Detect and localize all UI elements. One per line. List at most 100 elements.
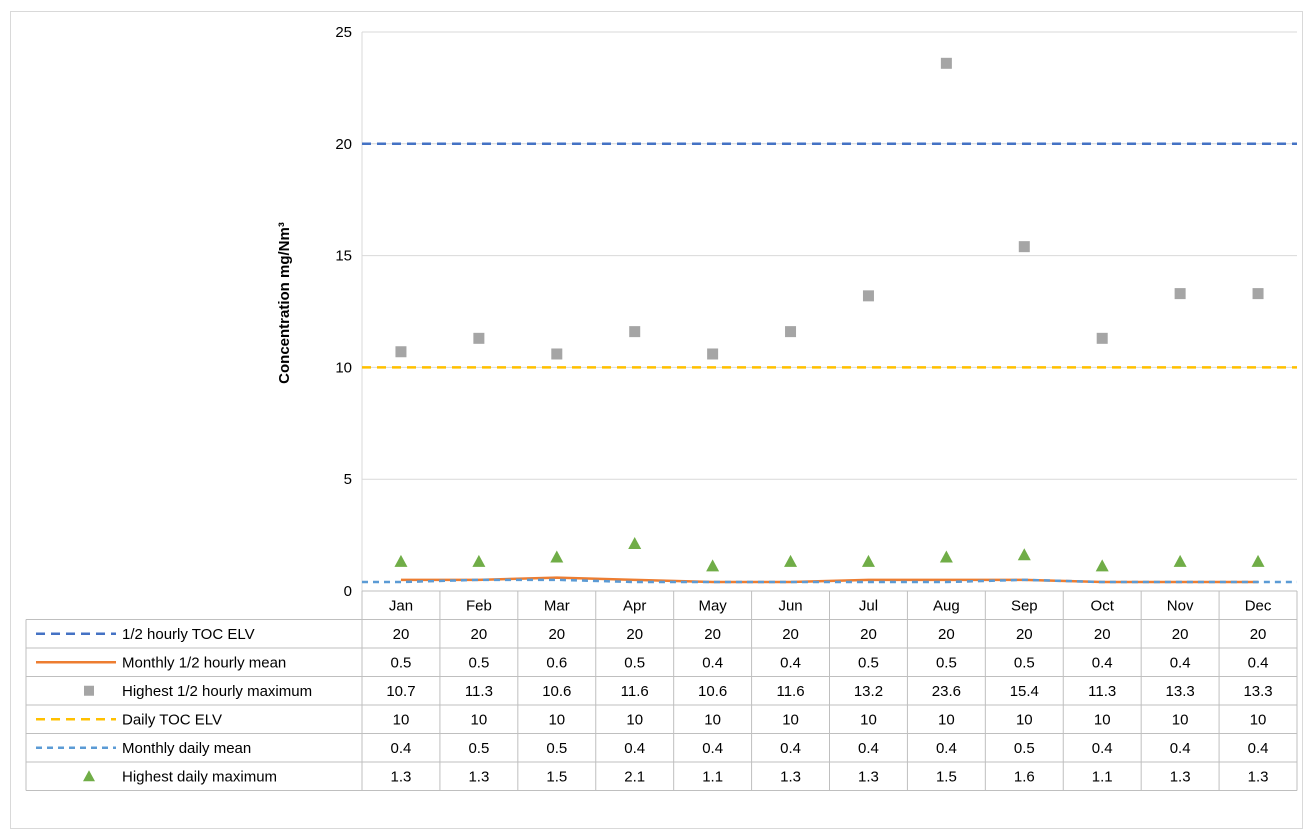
data-table-cell: 1.3 bbox=[1248, 768, 1269, 785]
data-table-cell: 0.4 bbox=[936, 740, 957, 757]
grid-lines: 0 5 10 15 20 25 bbox=[335, 24, 1297, 600]
data-point-square bbox=[785, 326, 797, 338]
data-point-square bbox=[707, 348, 719, 360]
data-table-cell: 1.1 bbox=[702, 768, 723, 785]
data-table-cell: 20 bbox=[704, 626, 721, 643]
x-tick-label: Sep bbox=[1011, 597, 1038, 614]
data-point-triangle bbox=[550, 550, 564, 563]
x-tick-label: May bbox=[698, 597, 727, 614]
data-table-cell: 13.3 bbox=[1243, 683, 1272, 700]
x-tick-label: Jun bbox=[778, 597, 802, 614]
data-table-cell: 0.5 bbox=[1014, 654, 1035, 671]
data-point-triangle bbox=[706, 559, 720, 572]
data-table-cell: 11.3 bbox=[465, 683, 493, 700]
data-table-cell: 0.5 bbox=[858, 654, 879, 671]
data-table-cell: 0.5 bbox=[391, 654, 412, 671]
data-table-cell: 0.5 bbox=[546, 740, 567, 757]
data-table-cell: 10.6 bbox=[698, 683, 727, 700]
data-table-cell: 0.4 bbox=[780, 740, 801, 757]
data-table-cell: 13.2 bbox=[854, 683, 883, 700]
x-tick-label: Nov bbox=[1167, 597, 1194, 614]
x-tick-label: Jul bbox=[859, 597, 878, 614]
data-table-cell: 10 bbox=[393, 711, 410, 728]
data-table-cell: 10 bbox=[471, 711, 488, 728]
data-table-cell: 1.3 bbox=[858, 768, 879, 785]
legend-label: 1/2 hourly TOC ELV bbox=[122, 626, 255, 643]
data-table-cell: 20 bbox=[1250, 626, 1267, 643]
data-table-cell: 0.4 bbox=[702, 654, 723, 671]
legend-label: Monthly 1/2 hourly mean bbox=[122, 654, 286, 671]
data-point-triangle bbox=[1251, 554, 1265, 567]
data-table-cell: 11.6 bbox=[621, 683, 649, 700]
data-table-cell: 20 bbox=[626, 626, 643, 643]
data-table-cell: 10 bbox=[704, 711, 721, 728]
data-table-cell: 0.5 bbox=[936, 654, 957, 671]
data-point-square bbox=[862, 290, 874, 302]
data-table-cell: 20 bbox=[1172, 626, 1189, 643]
data-table-cell: 10 bbox=[860, 711, 877, 728]
data-point-triangle bbox=[784, 554, 798, 567]
data-point-square bbox=[395, 346, 407, 358]
data-table-cell: 0.5 bbox=[468, 654, 489, 671]
x-tick-label: Aug bbox=[933, 597, 960, 614]
data-table-cell: 23.6 bbox=[932, 683, 961, 700]
data-table-cell: 10 bbox=[626, 711, 643, 728]
data-point-square bbox=[473, 332, 485, 344]
data-table-cell: 20 bbox=[782, 626, 799, 643]
x-tick-label: Jan bbox=[389, 597, 413, 614]
data-table-cell: 10 bbox=[782, 711, 799, 728]
data-point-square bbox=[551, 348, 563, 360]
data-table-cell: 0.6 bbox=[546, 654, 567, 671]
x-tick-label: Apr bbox=[623, 597, 646, 614]
legend-label: Highest daily maximum bbox=[122, 768, 277, 785]
series-line bbox=[362, 578, 1297, 584]
data-point-square bbox=[1096, 332, 1108, 344]
data-table-cell: 10.7 bbox=[386, 683, 415, 700]
x-tick-label: Mar bbox=[544, 597, 570, 614]
y-tick-label: 20 bbox=[335, 136, 352, 153]
y-axis-label: Concentration mg/Nm³ bbox=[276, 222, 293, 384]
data-point-triangle bbox=[628, 537, 642, 550]
legend-key-square bbox=[84, 685, 94, 696]
data-table-cell: 20 bbox=[1016, 626, 1033, 643]
data-table-cell: 20 bbox=[393, 626, 410, 643]
data-table-cell: 20 bbox=[1094, 626, 1111, 643]
data-point-triangle bbox=[1173, 554, 1187, 567]
data-table-cell: 1.5 bbox=[546, 768, 567, 785]
data-point-square bbox=[629, 326, 641, 338]
data-table-cell: 2.1 bbox=[624, 768, 645, 785]
plot-area bbox=[362, 57, 1297, 584]
data-table-cell: 10 bbox=[1094, 711, 1111, 728]
data-table-cell: 0.4 bbox=[1170, 654, 1191, 671]
data-point-triangle bbox=[939, 550, 953, 563]
legend-label: Monthly daily mean bbox=[122, 740, 251, 757]
data-table-cell: 0.4 bbox=[1092, 740, 1113, 757]
data-table-cell: 1.3 bbox=[1170, 768, 1191, 785]
y-tick-label: 0 bbox=[344, 583, 352, 600]
data-table-cell: 0.5 bbox=[1014, 740, 1035, 757]
data-table-cell: 10.6 bbox=[542, 683, 571, 700]
data-point-square bbox=[940, 57, 952, 69]
data-table-cell: 0.4 bbox=[624, 740, 645, 757]
data-table-cell: 20 bbox=[548, 626, 565, 643]
data-table-cell: 11.3 bbox=[1088, 683, 1116, 700]
data-point-triangle bbox=[861, 554, 875, 567]
legend-label: Daily TOC ELV bbox=[122, 711, 222, 728]
y-tick-label: 5 bbox=[344, 471, 352, 488]
data-table-cell: 1.1 bbox=[1092, 768, 1113, 785]
y-tick-label: 25 bbox=[335, 24, 352, 41]
data-table: Jan Feb Mar Apr May Jun Jul Aug Sep Oct Nov Dec 1/2 … bbox=[25, 590, 1298, 791]
x-tick-label: Feb bbox=[466, 597, 492, 614]
data-point-triangle bbox=[1017, 548, 1031, 561]
data-table-cell: 1.3 bbox=[391, 768, 412, 785]
data-point-triangle bbox=[1095, 559, 1109, 572]
data-point-square bbox=[1174, 288, 1186, 300]
data-point-triangle bbox=[394, 554, 408, 567]
data-table-cell: 0.4 bbox=[1248, 654, 1269, 671]
data-table-cell: 13.3 bbox=[1166, 683, 1195, 700]
x-tick-label: Oct bbox=[1091, 597, 1115, 614]
legend-label: Highest 1/2 hourly maximum bbox=[122, 683, 312, 700]
chart-frame bbox=[10, 11, 1303, 829]
y-tick-label: 10 bbox=[335, 359, 352, 376]
